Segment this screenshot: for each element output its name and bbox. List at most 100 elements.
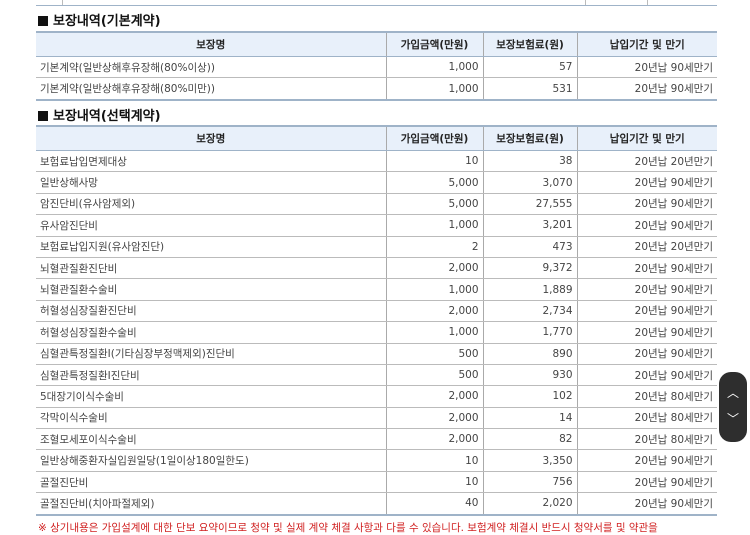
premium: 1,889: [482, 278, 577, 301]
premium: 1,770: [482, 321, 577, 344]
square-bullet-icon: [38, 111, 48, 121]
period: 20년납 90세만기: [576, 77, 717, 101]
table-row: 조혈모세포이식수술비 2,000 82 20년납 80세만기: [36, 428, 717, 451]
premium: 9,372: [482, 257, 577, 280]
coverage-name: 뇌혈관질환수술비: [36, 278, 386, 301]
section-title-text: 보장내역(기본계약): [53, 14, 161, 29]
coverage-name: 5대장기이식수술비: [36, 385, 386, 408]
coverage-name: 허혈성심장질환수술비: [36, 321, 386, 344]
col-name: 보장명: [36, 31, 386, 57]
premium: 57: [482, 56, 577, 79]
amount: 2,000: [385, 385, 483, 408]
section-title-text: 보장내역(선택계약): [53, 109, 161, 124]
table-row: 뇌혈관질환수술비 1,000 1,889 20년납 90세만기: [36, 278, 717, 301]
period: 20년납 90세만기: [576, 300, 717, 323]
coverage-name: 기본계약(일반상해후유장해(80%미만)): [36, 77, 386, 101]
coverage-name: 기본계약(일반상해후유장해(80%이상)): [36, 56, 386, 79]
premium: 890: [482, 343, 577, 365]
premium: 14: [482, 407, 577, 430]
optional-table: 보장명 가입금액(만원) 보장보험료(원) 납입기간 및 만기 보험료납입면제대…: [36, 125, 717, 516]
amount: 2,000: [385, 300, 483, 323]
premium: 2,020: [482, 492, 577, 516]
period: 20년납 80세만기: [576, 428, 717, 451]
amount: 500: [385, 343, 483, 365]
square-bullet-icon: [38, 16, 48, 26]
period: 20년납 90세만기: [576, 343, 717, 365]
disclaimer-note: ※ 상기내용은 가입설계에 대한 단보 요약이므로 청약 및 실제 계약 체결 …: [38, 522, 658, 534]
coverage-name: 뇌혈관질환진단비: [36, 257, 386, 280]
period: 20년납 90세만기: [576, 278, 717, 301]
coverage-name: 보험료납입면제대상: [36, 150, 386, 173]
section-title-optional: 보장내역(선택계약): [38, 105, 161, 124]
premium: 27,555: [482, 193, 577, 216]
table-row: 유사암진단비 1,000 3,201 20년납 90세만기: [36, 214, 717, 237]
premium: 82: [482, 428, 577, 451]
coverage-name: 유사암진단비: [36, 214, 386, 237]
premium: 930: [482, 364, 577, 387]
premium: 102: [482, 385, 577, 408]
coverage-name: 보험료납입지원(유사암진단): [36, 236, 386, 258]
period: 20년납 90세만기: [576, 492, 717, 516]
chevron-up-icon[interactable]: ︿: [726, 386, 739, 400]
table-row: 허혈성심장질환진단비 2,000 2,734 20년납 90세만기: [36, 300, 717, 323]
table-row: 심혈관특정질환Ⅰ진단비 500 930 20년납 90세만기: [36, 364, 717, 387]
coverage-name: 골절진단비(치아파절제외): [36, 492, 386, 516]
coverage-name: 허혈성심장질환진단비: [36, 300, 386, 323]
period: 20년납 90세만기: [576, 257, 717, 280]
premium: 3,070: [482, 171, 577, 194]
period: 20년납 90세만기: [576, 321, 717, 344]
premium: 3,201: [482, 214, 577, 237]
period: 20년납 80세만기: [576, 407, 717, 430]
col-period: 납입기간 및 만기: [576, 125, 717, 151]
premium: 756: [482, 471, 577, 494]
table-row: 암진단비(유사암제외) 5,000 27,555 20년납 90세만기: [36, 193, 717, 216]
premium: 38: [482, 150, 577, 173]
col-premium: 보장보험료(원): [482, 31, 577, 57]
amount: 2,000: [385, 428, 483, 451]
coverage-name: 일반상해사망: [36, 171, 386, 194]
period: 20년납 90세만기: [576, 449, 717, 472]
amount: 1,000: [385, 278, 483, 301]
section-title-basic: 보장내역(기본계약): [38, 10, 161, 29]
col-premium: 보장보험료(원): [482, 125, 577, 151]
amount: 1,000: [385, 56, 483, 79]
amount: 40: [385, 492, 483, 516]
table-row: 각막이식수술비 2,000 14 20년납 80세만기: [36, 407, 717, 430]
amount: 2,000: [385, 257, 483, 280]
premium: 531: [482, 77, 577, 101]
period: 20년납 80세만기: [576, 385, 717, 408]
amount: 1,000: [385, 214, 483, 237]
amount: 2,000: [385, 407, 483, 430]
amount: 10: [385, 449, 483, 472]
coverage-name: 각막이식수술비: [36, 407, 386, 430]
coverage-name: 일반상해중환자실입원일당(1일이상180일한도): [36, 449, 386, 472]
amount: 10: [385, 471, 483, 494]
col-amount: 가입금액(만원): [385, 125, 483, 151]
amount: 1,000: [385, 77, 483, 101]
table-row: 일반상해중환자실입원일당(1일이상180일한도) 10 3,350 20년납 90세만…: [36, 449, 717, 472]
coverage-name: 암진단비(유사암제외): [36, 193, 386, 216]
basic-table: 보장명 가입금액(만원) 보장보험료(원) 납입기간 및 만기 기본계약(일반상…: [36, 31, 717, 101]
amount: 2: [385, 236, 483, 258]
table-row: 골절진단비 10 756 20년납 90세만기: [36, 471, 717, 494]
scroll-controls[interactable]: ︿ ﹀: [719, 372, 747, 442]
period: 20년납 90세만기: [576, 471, 717, 494]
table-row: 보험료납입지원(유사암진단) 2 473 20년납 20년만기: [36, 236, 717, 258]
period: 20년납 90세만기: [576, 364, 717, 387]
premium: 3,350: [482, 449, 577, 472]
period: 20년납 90세만기: [576, 56, 717, 79]
table-row: 뇌혈관질환진단비 2,000 9,372 20년납 90세만기: [36, 257, 717, 280]
amount: 500: [385, 364, 483, 387]
coverage-name: 심혈관특정질환Ⅰ진단비: [36, 364, 386, 387]
col-amount: 가입금액(만원): [385, 31, 483, 57]
col-period: 납입기간 및 만기: [576, 31, 717, 57]
chevron-down-icon[interactable]: ﹀: [726, 412, 739, 426]
table-row: 기본계약(일반상해후유장해(80%미만)) 1,000 531 20년납 90세만기: [36, 77, 717, 101]
amount: 10: [385, 150, 483, 173]
previous-table-bottom: [36, 0, 717, 6]
period: 20년납 90세만기: [576, 214, 717, 237]
period: 20년납 90세만기: [576, 193, 717, 216]
period: 20년납 20년만기: [576, 236, 717, 258]
coverage-name: 심혈관특정질환Ⅰ(기타심장부정맥제외)진단비: [36, 343, 386, 365]
amount: 5,000: [385, 171, 483, 194]
